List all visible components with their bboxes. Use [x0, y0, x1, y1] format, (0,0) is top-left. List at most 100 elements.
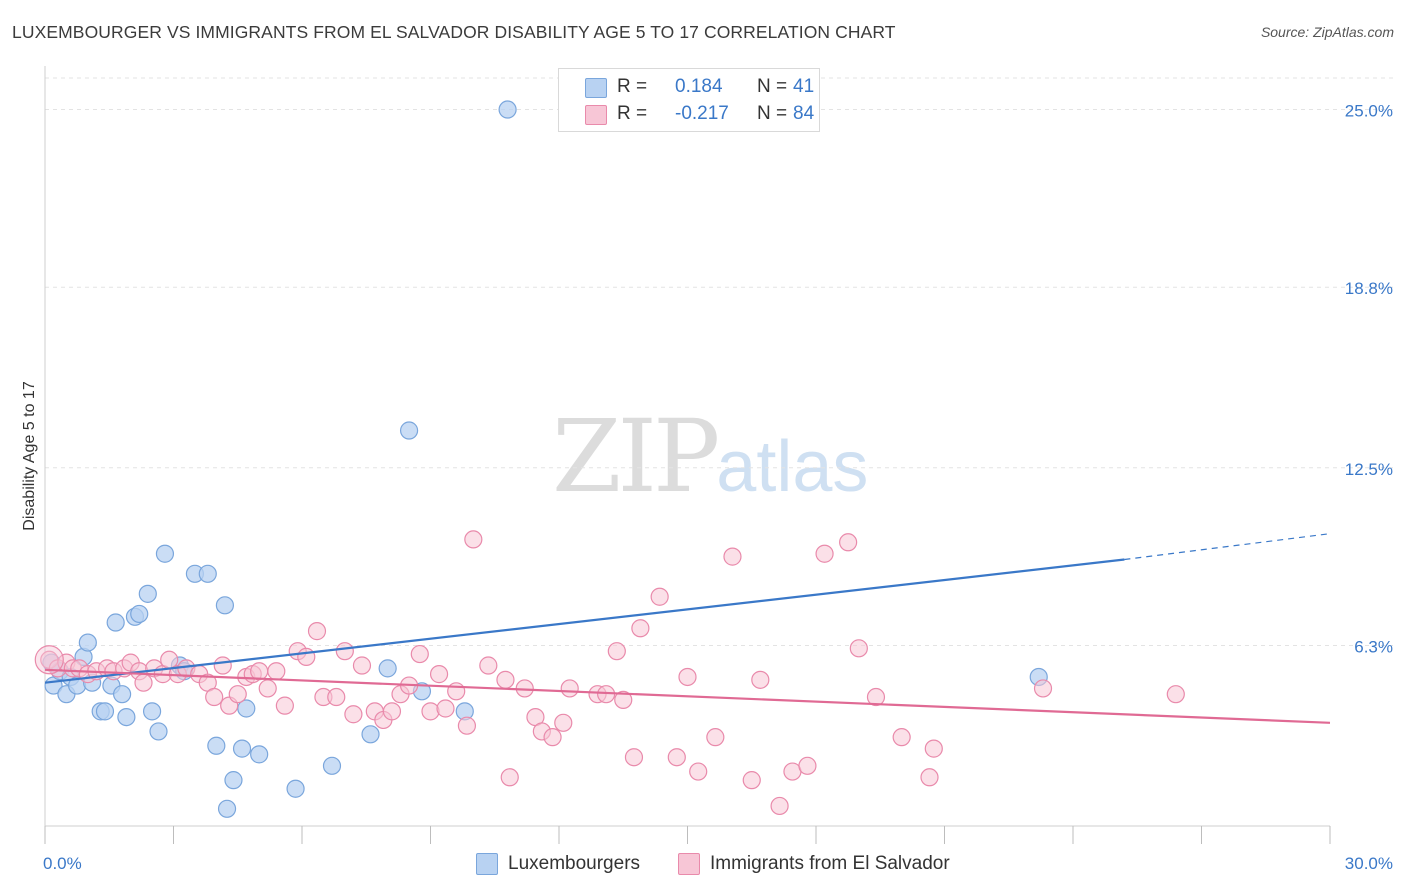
luxembourger-point [250, 745, 269, 764]
luxembourger-point [217, 799, 237, 818]
legend-r-value: -0.217 [675, 103, 729, 124]
bottom-legend-swatch-blue [476, 853, 498, 875]
gridlines [45, 77, 1393, 646]
legend-r-label: R = [617, 103, 648, 124]
el-salvador-trend-line [44, 668, 1331, 724]
luxembourger-point [112, 685, 132, 704]
el-salvador-point [228, 685, 247, 704]
bottom-legend-label: Luxembourgers [508, 853, 641, 874]
el-salvador-point [479, 656, 498, 675]
el-salvador-point [742, 771, 761, 790]
el-salvador-point [421, 702, 440, 721]
y-tick-label: 25.0% [1345, 102, 1393, 121]
luxembourger-point [286, 779, 305, 798]
el-salvador-point [560, 679, 579, 698]
el-salvador-point [866, 687, 886, 707]
el-salvador-point [650, 587, 669, 606]
el-salvador-point [410, 644, 429, 664]
el-salvador-point [554, 713, 573, 732]
el-salvador-point [706, 728, 725, 747]
luxembourger-point [149, 722, 168, 741]
y-tick-label: 12.5% [1345, 460, 1393, 479]
legend-n-label: N = [757, 103, 788, 124]
el-salvador-point [134, 673, 153, 692]
trend-lines [44, 533, 1331, 724]
el-salvador-point [352, 656, 372, 675]
y-tick-label: 6.3% [1354, 637, 1393, 656]
luxembourger-point [78, 633, 97, 652]
el-salvador-point [751, 670, 770, 689]
el-salvador-point [607, 642, 626, 661]
el-salvador-point [258, 679, 277, 698]
el-salvador-point [678, 667, 697, 687]
el-salvador-point [447, 682, 466, 701]
el-salvador-point [849, 639, 868, 658]
watermark: ZIPatlas [552, 398, 868, 515]
x-tick-label: 30.0% [1345, 854, 1393, 873]
el-salvador-point [457, 716, 477, 735]
correlation-legend: R = 0.184 N = 41 R = -0.217 N = 84 [558, 68, 820, 132]
el-salvador-point [723, 547, 742, 566]
el-salvador-point [297, 647, 316, 667]
el-salvador-point [335, 642, 354, 661]
chart-title: LUXEMBOURGER VS IMMIGRANTS FROM EL SALVA… [12, 22, 896, 42]
y-tick-label: 18.8% [1345, 279, 1393, 298]
el-salvador-point [250, 662, 269, 681]
luxembourger-point [399, 421, 419, 440]
x-tick-label: 0.0% [43, 854, 82, 873]
el-salvador-point [631, 619, 650, 638]
el-salvador-point [344, 705, 363, 724]
axis-labels: 6.3% 12.5% 18.8% 25.0% 0.0% 30.0% Disability A… [21, 102, 1393, 873]
luxembourger-point [207, 736, 226, 755]
luxembourgers-trend-line [44, 558, 1125, 684]
el-salvador-point [496, 670, 515, 689]
el-salvador-point [436, 699, 455, 718]
el-salvador-point [429, 665, 449, 684]
luxembourger-point [322, 756, 342, 775]
luxembourgers-trend-extension [1124, 533, 1331, 561]
y-axis-label: Disability Age 5 to 17 [21, 381, 38, 531]
el-salvador-point [689, 762, 708, 781]
el-salvador-point [382, 702, 402, 721]
luxembourger-point [498, 100, 517, 119]
legend-swatch-blue [585, 78, 607, 98]
axes [44, 66, 1331, 844]
bottom-legend-label: Immigrants from El Salvador [710, 853, 950, 874]
el-salvador-point [267, 662, 286, 681]
luxembourger-point [224, 771, 243, 790]
el-salvador-point [205, 687, 224, 707]
luxembourger-point [95, 702, 115, 721]
el-salvador-cluster-point [34, 645, 64, 675]
luxembourger-point [142, 702, 162, 721]
luxembourger-point [361, 725, 380, 744]
el-salvador-point [892, 728, 911, 747]
legend-r-label: R = [617, 76, 648, 97]
luxembourger-point [198, 564, 217, 583]
luxembourger-point [232, 739, 252, 758]
legend-n-value: 84 [793, 103, 815, 124]
luxembourger-point [155, 544, 175, 563]
el-salvador-point [500, 768, 519, 787]
el-salvador-point [327, 687, 346, 707]
el-salvador-point [543, 728, 562, 747]
watermark-zip: ZIP [552, 398, 720, 515]
luxembourger-point [106, 613, 125, 632]
el-salvador-point [614, 690, 633, 710]
el-salvador-point [275, 696, 294, 715]
luxembourgers-points [42, 100, 1048, 818]
legend-r-value: 0.184 [675, 76, 723, 97]
legend-n-value: 41 [793, 76, 815, 97]
luxembourger-point [138, 584, 157, 603]
legend-swatch-pink [585, 105, 607, 125]
source-label: Source: ZipAtlas.com [1260, 24, 1394, 40]
el-salvador-point [798, 756, 817, 775]
el-salvador-point [839, 533, 858, 552]
el-salvador-point [815, 544, 834, 563]
el-salvador-point [464, 530, 483, 549]
el-salvador-point [770, 796, 789, 816]
el-salvador-point [213, 656, 232, 675]
luxembourger-point [117, 707, 136, 727]
luxembourger-point [130, 604, 149, 624]
watermark-atlas: atlas [716, 427, 869, 507]
